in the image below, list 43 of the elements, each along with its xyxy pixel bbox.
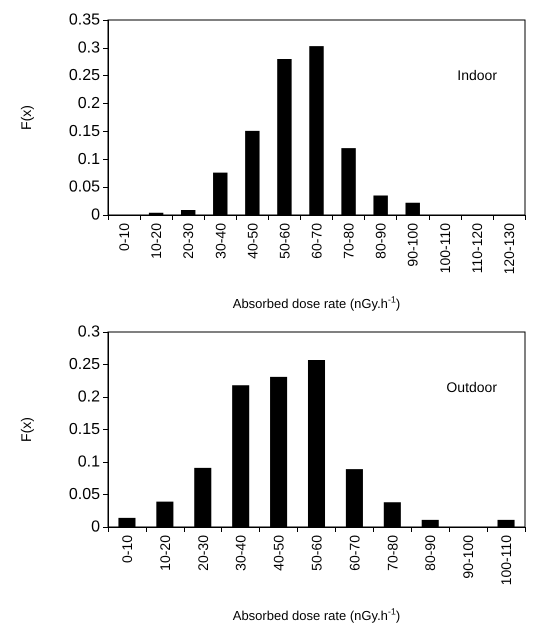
y-tick-label: 0.15 bbox=[68, 122, 100, 140]
x-tick-label: 70-80 bbox=[340, 222, 357, 259]
x-tick-label: 50-60 bbox=[276, 222, 292, 259]
x-tick-label: 30-40 bbox=[232, 534, 249, 571]
x-tick-label: 100-110 bbox=[498, 534, 514, 586]
x-tick-label: 100-110 bbox=[436, 222, 453, 274]
x-tick-label: 0-10 bbox=[118, 534, 135, 564]
x-tick-label: 90-100 bbox=[460, 534, 476, 579]
x-tick-label: 20-30 bbox=[180, 222, 196, 259]
y-tick-label: 0.15 bbox=[68, 421, 100, 438]
y-tick-label: 0.2 bbox=[78, 95, 100, 112]
y-tick-label: 0.05 bbox=[68, 178, 100, 196]
annotation: Outdoor bbox=[446, 379, 498, 395]
y-axis-title: F(x) bbox=[18, 105, 34, 130]
y-tick-label: 0.2 bbox=[78, 388, 100, 406]
y-tick-label: 0.05 bbox=[68, 486, 100, 503]
x-tick-label: 50-60 bbox=[308, 534, 324, 571]
y-tick-label: 0.1 bbox=[78, 150, 100, 168]
annotation: Indoor bbox=[457, 67, 498, 83]
x-tick-label: 10-20 bbox=[148, 222, 164, 259]
x-tick-label: 80-90 bbox=[372, 222, 389, 259]
x-tick-label: 60-70 bbox=[346, 534, 362, 571]
x-tick-label: 10-20 bbox=[156, 534, 173, 571]
y-tick-label: 0.25 bbox=[68, 67, 100, 84]
y-tick-label: 0.35 bbox=[68, 12, 100, 28]
x-tick-label: 90-100 bbox=[404, 222, 421, 267]
y-tick-label: 0.3 bbox=[78, 324, 100, 340]
x-tick-label: 80-90 bbox=[422, 534, 438, 571]
y-tick-label: 0 bbox=[91, 206, 100, 224]
x-tick-label: 120-130 bbox=[500, 222, 517, 274]
x-tick-label: 40-50 bbox=[244, 222, 260, 259]
x-tick-label: 110-120 bbox=[468, 222, 485, 274]
x-tick-label: 70-80 bbox=[384, 534, 400, 571]
y-tick-label: 0.3 bbox=[78, 39, 100, 56]
x-tick-label: 60-70 bbox=[308, 222, 324, 259]
y-tick-label: 0.25 bbox=[68, 356, 100, 373]
y-tick-label: 0 bbox=[91, 518, 100, 536]
x-tick-label: 40-50 bbox=[270, 534, 287, 571]
y-axis-title: F(x) bbox=[18, 417, 34, 442]
y-tick-label: 0.1 bbox=[78, 454, 100, 470]
x-tick-label: 20-30 bbox=[194, 534, 211, 571]
x-tick-label: 30-40 bbox=[212, 222, 228, 259]
x-tick-label: 0-10 bbox=[116, 222, 132, 252]
